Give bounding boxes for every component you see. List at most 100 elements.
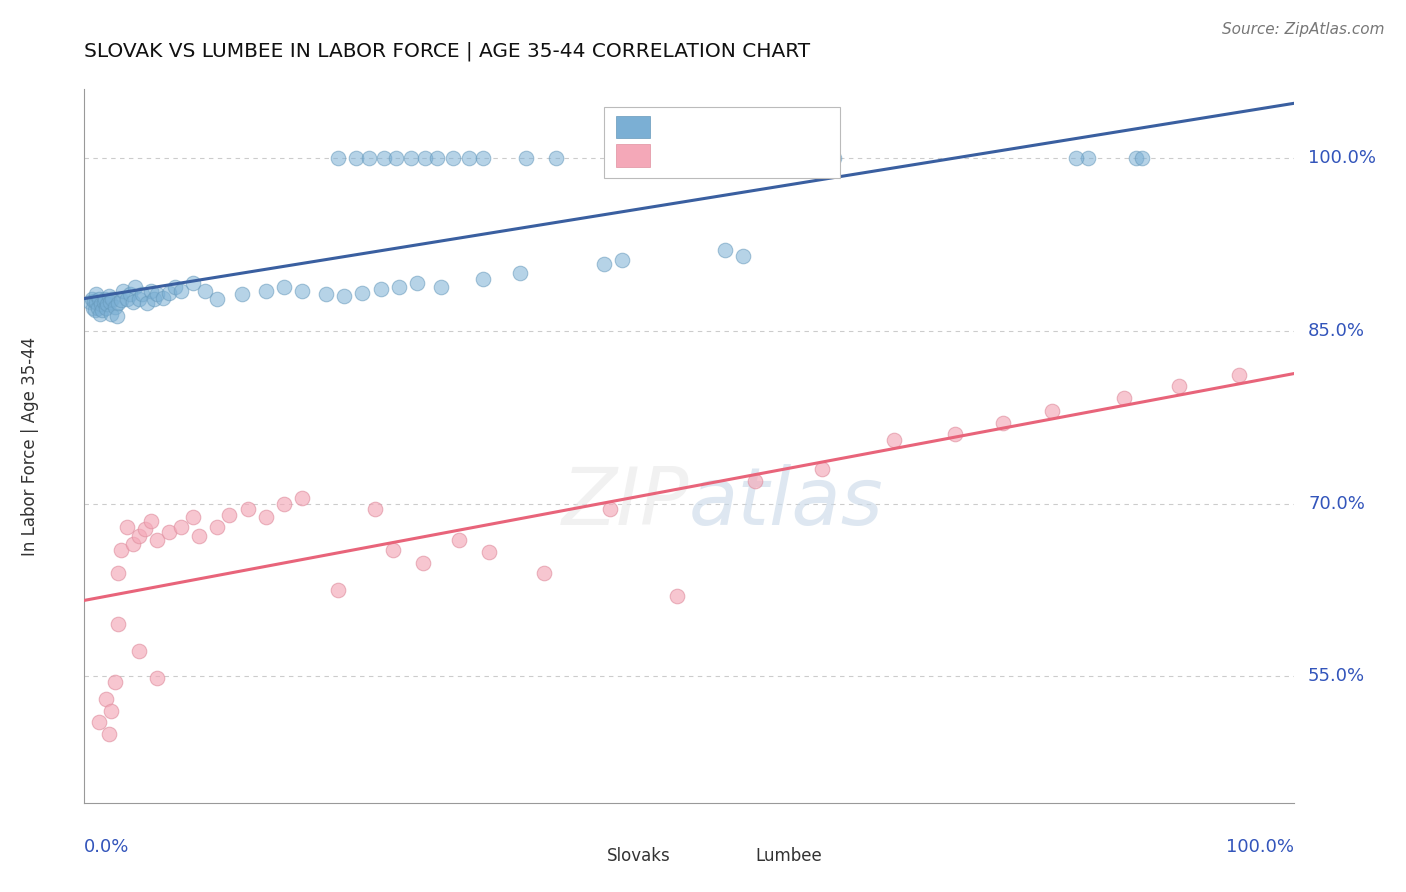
Text: 100.0%: 100.0% bbox=[1226, 838, 1294, 856]
Text: atlas: atlas bbox=[689, 464, 884, 542]
Point bbox=[146, 672, 169, 686]
Point bbox=[733, 249, 755, 263]
Point bbox=[472, 151, 495, 165]
Point bbox=[100, 307, 122, 321]
Point bbox=[170, 519, 193, 533]
Text: R = 0.339: R = 0.339 bbox=[662, 118, 752, 136]
Point bbox=[120, 287, 142, 301]
Point bbox=[115, 292, 138, 306]
Point bbox=[430, 280, 453, 294]
Point bbox=[515, 151, 537, 165]
Point bbox=[105, 309, 128, 323]
Point bbox=[94, 301, 117, 315]
Point bbox=[714, 244, 737, 258]
Point bbox=[207, 519, 229, 533]
Point bbox=[110, 293, 132, 307]
Point bbox=[157, 285, 180, 300]
Text: Source: ZipAtlas.com: Source: ZipAtlas.com bbox=[1222, 22, 1385, 37]
Point bbox=[87, 715, 110, 730]
Point bbox=[665, 589, 688, 603]
Point bbox=[93, 295, 115, 310]
Text: 55.0%: 55.0% bbox=[1308, 667, 1365, 685]
Point bbox=[346, 151, 368, 165]
Point bbox=[89, 307, 111, 321]
Point bbox=[612, 252, 634, 267]
Point bbox=[333, 289, 356, 303]
Point bbox=[86, 301, 108, 315]
Point bbox=[98, 295, 121, 310]
Point bbox=[363, 502, 385, 516]
Point bbox=[426, 151, 449, 165]
Point bbox=[170, 284, 193, 298]
Point bbox=[124, 280, 146, 294]
Point bbox=[1167, 379, 1189, 393]
Point bbox=[412, 557, 434, 571]
Point bbox=[291, 491, 314, 505]
Point bbox=[273, 280, 295, 294]
Point bbox=[107, 296, 129, 310]
Point bbox=[1114, 391, 1136, 405]
Point bbox=[943, 427, 966, 442]
Point bbox=[599, 502, 621, 516]
Point bbox=[136, 296, 159, 310]
Point bbox=[1132, 151, 1154, 165]
Bar bbox=[616, 116, 650, 138]
Point bbox=[993, 416, 1015, 430]
Bar bbox=[723, 847, 749, 868]
Point bbox=[97, 727, 120, 741]
Text: R = 0.388: R = 0.388 bbox=[662, 146, 752, 164]
Point bbox=[86, 287, 108, 301]
Point bbox=[87, 292, 110, 306]
Point bbox=[104, 675, 127, 690]
Point bbox=[96, 297, 118, 311]
Point bbox=[152, 291, 174, 305]
Point bbox=[157, 525, 180, 540]
Point bbox=[218, 508, 240, 522]
Point bbox=[357, 151, 380, 165]
Point bbox=[134, 522, 156, 536]
Point bbox=[107, 566, 129, 580]
Point bbox=[1227, 368, 1250, 382]
Point bbox=[83, 293, 105, 308]
Point bbox=[406, 276, 429, 290]
Point bbox=[472, 272, 495, 286]
Text: Slovaks: Slovaks bbox=[607, 847, 671, 865]
Point bbox=[1040, 404, 1063, 418]
Text: N = 45: N = 45 bbox=[762, 146, 824, 164]
Point bbox=[254, 510, 277, 524]
Point bbox=[883, 434, 905, 448]
Point bbox=[80, 292, 103, 306]
Point bbox=[291, 284, 314, 298]
Point bbox=[441, 151, 464, 165]
Point bbox=[315, 287, 337, 301]
Point bbox=[79, 295, 101, 310]
Point bbox=[100, 704, 122, 718]
Point bbox=[121, 295, 143, 310]
Point bbox=[593, 257, 616, 271]
Point bbox=[146, 287, 169, 301]
Point bbox=[139, 284, 162, 298]
Point bbox=[373, 151, 395, 165]
Point bbox=[84, 303, 107, 318]
Point bbox=[399, 151, 422, 165]
Point bbox=[112, 284, 135, 298]
Point bbox=[544, 151, 567, 165]
Point bbox=[194, 284, 217, 298]
Point bbox=[352, 285, 374, 300]
Text: 100.0%: 100.0% bbox=[1308, 149, 1376, 168]
Point bbox=[121, 537, 143, 551]
Point bbox=[165, 280, 187, 294]
Point bbox=[181, 276, 204, 290]
Point bbox=[128, 529, 150, 543]
Point bbox=[385, 151, 408, 165]
Bar bbox=[574, 847, 600, 868]
Point bbox=[415, 151, 437, 165]
Point bbox=[181, 510, 204, 524]
Point bbox=[388, 280, 411, 294]
Point bbox=[131, 287, 153, 301]
Point bbox=[94, 692, 117, 706]
Text: Lumbee: Lumbee bbox=[755, 847, 823, 865]
Point bbox=[1077, 151, 1099, 165]
Point bbox=[457, 151, 479, 165]
Text: 70.0%: 70.0% bbox=[1308, 494, 1365, 513]
